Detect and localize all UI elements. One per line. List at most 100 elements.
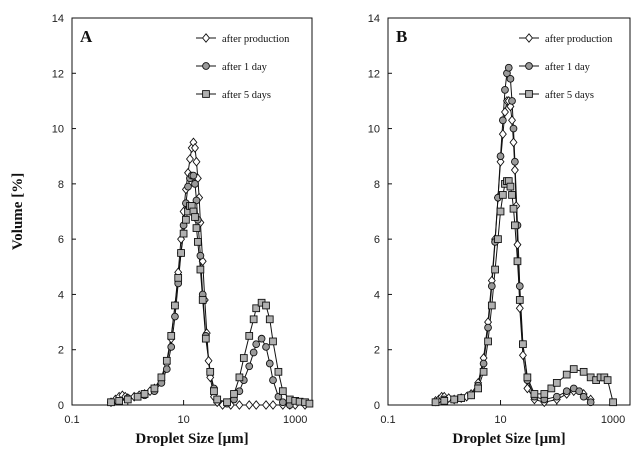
data-point-square	[569, 365, 578, 373]
data-point-square	[262, 301, 270, 310]
data-point-square	[440, 397, 449, 405]
data-point-square	[201, 334, 210, 343]
data-point-diamond	[191, 143, 199, 153]
x-tick-label: 10	[177, 414, 189, 426]
data-point-diamond	[177, 234, 186, 245]
data-point-circle	[484, 323, 492, 332]
data-point-square	[182, 215, 190, 224]
data-point-square	[179, 229, 188, 238]
panel-label: B	[396, 27, 407, 46]
data-point-circle	[562, 387, 571, 396]
data-point-square	[239, 354, 248, 362]
series-line-circle	[110, 175, 290, 406]
y-tick-label: 4	[58, 289, 64, 301]
data-point-square	[191, 213, 199, 221]
data-point-square	[523, 373, 532, 382]
data-point-diamond	[269, 400, 277, 410]
legend-label: after production	[545, 34, 613, 45]
data-point-square	[223, 398, 231, 407]
data-point-circle	[487, 282, 496, 290]
data-point-square	[562, 370, 571, 379]
y-axis-label: Volume [%]	[10, 173, 26, 250]
data-point-square	[269, 337, 277, 346]
data-point-square	[274, 367, 283, 376]
data-point-square	[508, 191, 516, 199]
legend-label: after production	[222, 34, 290, 45]
data-point-diamond	[245, 400, 254, 410]
data-point-square	[278, 387, 287, 396]
data-point-square	[513, 257, 522, 266]
x-tick-label: 0.1	[64, 414, 79, 426]
data-point-square	[484, 337, 492, 346]
data-point-circle	[479, 359, 488, 368]
data-point-diamond	[252, 400, 261, 410]
data-point-circle	[252, 340, 261, 349]
data-point-circle	[196, 251, 205, 260]
data-point-square	[192, 224, 201, 232]
data-point-diamond	[508, 115, 516, 126]
y-tick-label: 10	[52, 124, 64, 136]
data-point-square	[123, 395, 132, 404]
data-point-circle	[586, 398, 595, 407]
legend-marker-circle	[525, 62, 533, 70]
y-tick-label: 12	[368, 68, 380, 80]
data-point-square	[133, 392, 142, 401]
data-point-square	[474, 384, 482, 393]
data-point-square	[609, 398, 617, 407]
y-tick-label: 10	[368, 124, 380, 136]
series-line-diamond	[110, 140, 305, 406]
data-point-square	[252, 304, 261, 313]
data-point-square	[162, 356, 171, 365]
data-point-diamond	[185, 154, 194, 164]
legend-label: after 5 days	[545, 90, 594, 101]
x-tick-label: 10	[494, 414, 506, 426]
data-point-square	[467, 391, 475, 400]
data-point-diamond	[501, 107, 509, 117]
legend-marker-circle	[202, 62, 210, 70]
legend-marker-diamond	[525, 33, 533, 43]
data-point-square	[174, 273, 183, 282]
data-point-square	[491, 265, 499, 274]
data-point-circle	[265, 359, 274, 368]
data-point-square	[206, 367, 215, 376]
data-point-square	[457, 394, 466, 402]
data-point-circle	[167, 343, 176, 351]
data-point-square	[547, 384, 556, 393]
data-point-square	[245, 332, 254, 340]
data-point-circle	[496, 152, 505, 161]
data-point-circle	[575, 387, 584, 396]
data-point-square	[431, 398, 440, 407]
data-point-circle	[184, 182, 192, 191]
data-point-square	[552, 379, 561, 387]
data-point-circle	[189, 171, 198, 180]
x-axis-label: Droplet Size [μm]	[452, 431, 565, 447]
y-tick-label: 0	[58, 400, 64, 412]
data-point-diamond	[515, 303, 524, 314]
data-point-circle	[269, 376, 277, 384]
data-point-square	[150, 384, 159, 393]
data-point-square	[210, 387, 218, 396]
data-point-square	[603, 376, 612, 384]
data-point-square	[579, 367, 588, 376]
x-tick-label: 0.1	[380, 414, 395, 426]
legend-label: after 1 day	[545, 62, 591, 73]
data-point-square	[519, 340, 527, 349]
data-point-circle	[508, 97, 516, 105]
y-tick-label: 14	[52, 13, 64, 25]
data-point-circle	[515, 282, 524, 290]
data-point-circle	[511, 157, 519, 166]
data-point-circle	[509, 124, 518, 133]
legend-label: after 5 days	[222, 90, 271, 101]
y-tick-label: 2	[374, 345, 380, 357]
y-tick-label: 8	[58, 179, 64, 191]
legend-marker-square	[525, 90, 533, 98]
data-point-square	[171, 301, 179, 310]
y-tick-label: 14	[368, 13, 380, 25]
data-point-diamond	[518, 350, 527, 361]
data-point-diamond	[192, 156, 201, 167]
data-point-square	[167, 332, 176, 340]
data-point-square	[193, 238, 202, 246]
plot-frame	[71, 17, 313, 406]
data-point-circle	[162, 365, 171, 373]
data-point-square	[487, 301, 496, 310]
